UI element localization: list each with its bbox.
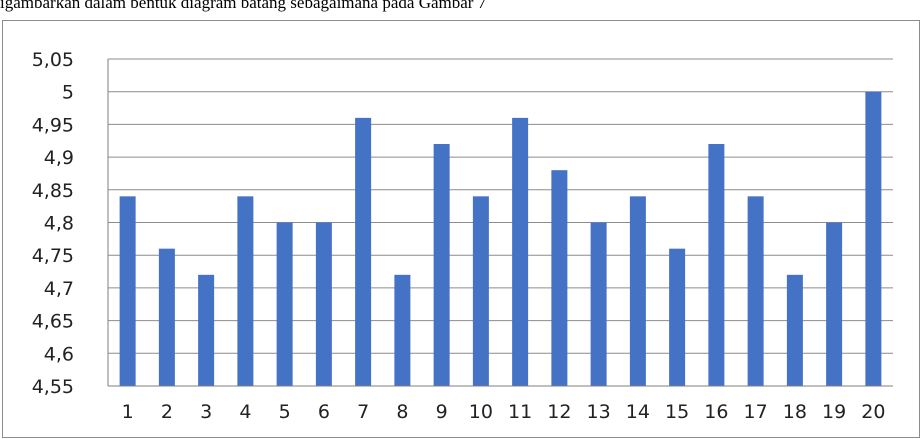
chart-frame (2, 20, 920, 438)
bar (355, 117, 372, 387)
bar (590, 222, 607, 386)
y-tick-label: 4,9 (44, 147, 74, 169)
bar (276, 222, 293, 386)
y-tick-label: 4,65 (32, 311, 74, 333)
y-tick-labels: 5,05 5 4,95 4,9 4,85 4,8 4,75 4,7 4,65 4,6 4,55 (32, 49, 74, 398)
bar (629, 196, 646, 386)
x-tick-label: 19 (822, 401, 846, 423)
x-tick-label: 16 (704, 401, 728, 423)
y-tick-label: 4,6 (44, 343, 74, 365)
y-tick-label: 4,7 (44, 278, 74, 300)
x-tick-label: 5 (279, 401, 291, 423)
x-tick-label: 1 (122, 401, 134, 423)
bar (551, 170, 568, 386)
bars (119, 91, 882, 387)
bar (512, 117, 529, 387)
bar (394, 274, 411, 386)
x-tick-label: 6 (318, 401, 330, 423)
x-tick-label: 17 (744, 401, 768, 423)
y-tick-label: 4,75 (32, 245, 74, 267)
x-tick-label: 14 (626, 401, 650, 423)
bar (747, 196, 764, 386)
bar (315, 222, 332, 386)
y-tick-label: 4,55 (32, 376, 74, 398)
gridlines (108, 58, 893, 387)
bar (669, 248, 686, 386)
x-tick-label: 10 (469, 401, 493, 423)
caption-text: igambarkan dalam bentuk diagram batang s… (0, 0, 487, 12)
y-tick-label: 4,8 (44, 213, 74, 235)
bar (786, 274, 803, 386)
bar (472, 196, 489, 386)
x-tick-label: 11 (508, 401, 532, 423)
y-tick-label: 5,05 (32, 49, 74, 71)
bar (237, 196, 254, 386)
bar (826, 222, 843, 386)
bar (708, 144, 725, 386)
y-tick-label: 5 (62, 82, 74, 104)
bar (158, 248, 175, 386)
x-tick-label: 15 (665, 401, 689, 423)
x-tick-label: 8 (396, 401, 408, 423)
x-tick-label: 3 (200, 401, 212, 423)
x-tick-label: 7 (357, 401, 369, 423)
x-tick-label: 13 (587, 401, 611, 423)
bar (865, 91, 882, 386)
y-tick-label: 4,85 (32, 180, 74, 202)
x-tick-label: 4 (239, 401, 251, 423)
x-tick-labels: 1 2 3 4 5 6 7 8 9 10 11 12 13 14 15 16 17 18 19 20 (122, 401, 886, 423)
bar (198, 274, 215, 386)
x-tick-label: 20 (861, 401, 885, 423)
y-tick-label: 4,95 (32, 114, 74, 136)
x-tick-label: 9 (436, 401, 448, 423)
x-tick-label: 12 (547, 401, 571, 423)
bar (119, 196, 136, 386)
bar (433, 144, 450, 386)
x-tick-label: 18 (783, 401, 807, 423)
x-tick-label: 2 (161, 401, 173, 423)
